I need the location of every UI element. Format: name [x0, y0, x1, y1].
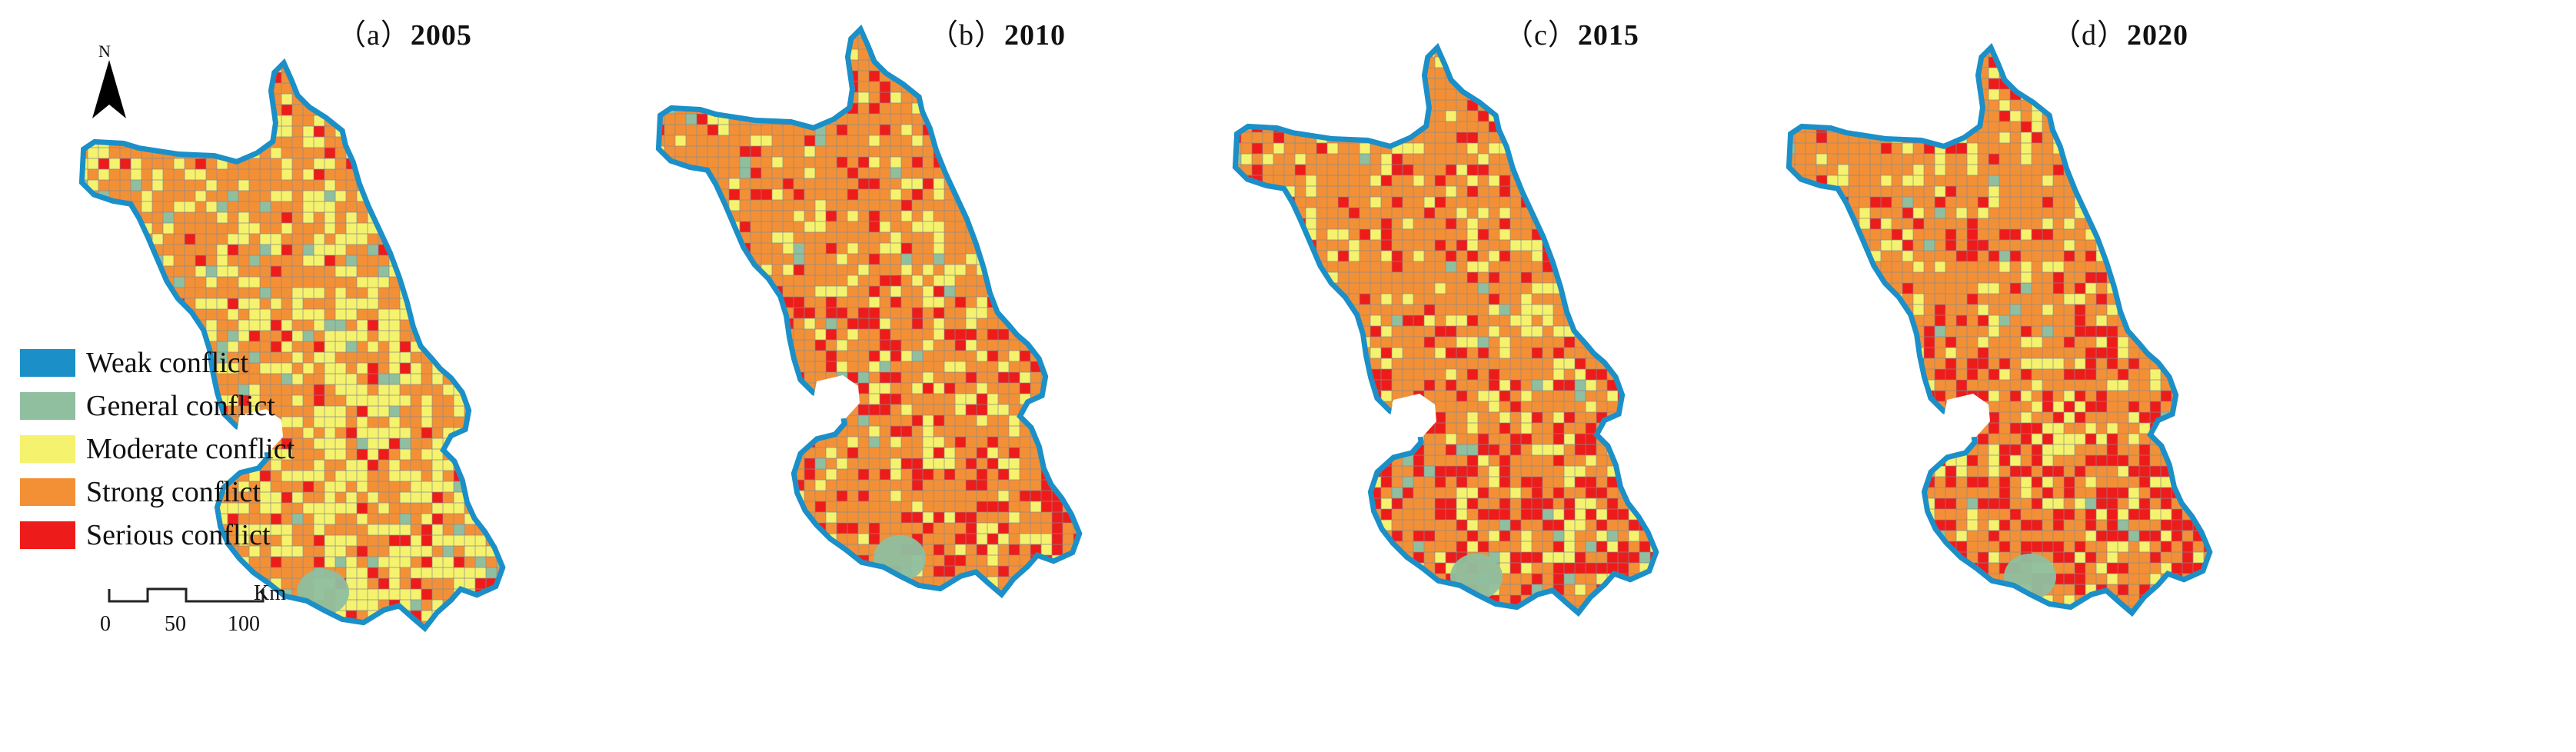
legend-item-strong: Strong conflict — [20, 471, 295, 514]
panel-title-a: （a）2005 — [337, 19, 472, 52]
conflict-map-2010 — [654, 28, 1084, 609]
legend-label-weak: Weak conflict — [86, 347, 249, 379]
scale-unit: Km — [254, 581, 286, 605]
north-arrow-icon — [92, 60, 126, 118]
conflict-map-2020 — [1784, 46, 2215, 627]
conflict-map-2015 — [1230, 46, 1661, 627]
legend-swatch-strong — [20, 478, 75, 506]
scale-tick-0: 0 — [100, 612, 111, 636]
scale-tick-100: 100 — [228, 612, 260, 636]
legend-swatch-general — [20, 392, 75, 420]
legend: Weak conflict General conflict Moderate … — [20, 341, 295, 557]
legend-swatch-weak — [20, 349, 75, 377]
legend-swatch-serious — [20, 521, 75, 549]
scale-bar: Km 0 50 100 — [100, 578, 331, 647]
panel-title-d: （d）2020 — [2052, 19, 2189, 52]
legend-item-weak: Weak conflict — [20, 341, 295, 384]
legend-swatch-moderate — [20, 435, 75, 463]
legend-label-general: General conflict — [86, 390, 275, 422]
panel-title-c: （c）2015 — [1504, 19, 1639, 52]
scale-tick-50: 50 — [165, 612, 186, 636]
legend-item-general: General conflict — [20, 384, 295, 428]
scale-bar-graphic — [108, 587, 265, 603]
legend-label-moderate: Moderate conflict — [86, 433, 295, 465]
north-label: N — [98, 42, 111, 61]
panel-title-b: （b）2010 — [929, 19, 1067, 52]
legend-item-serious: Serious conflict — [20, 514, 295, 557]
legend-label-serious: Serious conflict — [86, 519, 271, 551]
legend-item-moderate: Moderate conflict — [20, 428, 295, 471]
legend-label-strong: Strong conflict — [86, 476, 261, 508]
